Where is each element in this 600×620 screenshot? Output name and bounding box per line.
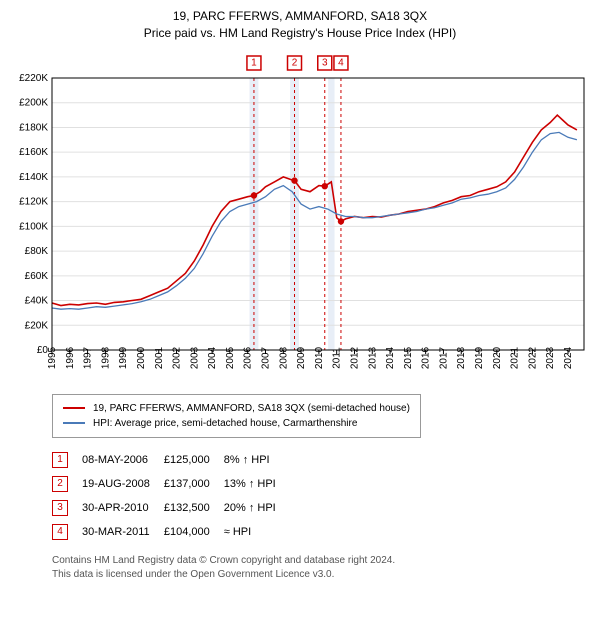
sale-band <box>328 78 334 350</box>
tx-price: £137,000 <box>164 472 224 496</box>
tx-delta: ≈ HPI <box>224 520 290 544</box>
tx-delta: 20% ↑ HPI <box>224 496 290 520</box>
table-row: 2 19-AUG-2008£137,00013% ↑ HPI <box>52 472 290 496</box>
y-tick-label: £220K <box>19 73 48 84</box>
title-line-2: Price paid vs. HM Land Registry's House … <box>8 25 592 42</box>
sale-marker-number: 3 <box>322 57 328 68</box>
tx-date: 30-MAR-2011 <box>82 520 164 544</box>
sale-marker-number: 2 <box>292 57 298 68</box>
tx-price: £104,000 <box>164 520 224 544</box>
footer-attribution: Contains HM Land Registry data © Crown c… <box>52 554 592 582</box>
y-tick-label: £200K <box>19 97 48 108</box>
price-chart: £0£20K£40K£60K£80K£100K£120K£140K£160K£1… <box>8 48 592 388</box>
legend-swatch <box>63 422 85 424</box>
sale-marker-number: 1 <box>251 57 257 68</box>
y-tick-label: £60K <box>25 270 49 281</box>
y-tick-label: £40K <box>25 295 49 306</box>
legend-item: HPI: Average price, semi-detached house,… <box>63 416 410 431</box>
legend-swatch <box>63 407 85 409</box>
y-tick-label: £80K <box>25 246 49 257</box>
footer-line-2: This data is licensed under the Open Gov… <box>52 568 592 582</box>
tx-date: 19-AUG-2008 <box>82 472 164 496</box>
legend-label: 19, PARC FFERWS, AMMANFORD, SA18 3QX (se… <box>93 401 410 416</box>
tx-date: 08-MAY-2006 <box>82 448 164 472</box>
y-tick-label: £20K <box>25 320 49 331</box>
title-line-1: 19, PARC FFERWS, AMMANFORD, SA18 3QX <box>8 8 592 25</box>
tx-marker: 3 <box>52 500 68 516</box>
y-tick-label: £180K <box>19 122 48 133</box>
sale-band <box>249 78 258 350</box>
tx-delta: 8% ↑ HPI <box>224 448 290 472</box>
sale-point <box>338 218 344 224</box>
chart-container: £0£20K£40K£60K£80K£100K£120K£140K£160K£1… <box>8 48 592 388</box>
legend: 19, PARC FFERWS, AMMANFORD, SA18 3QX (se… <box>52 394 421 438</box>
table-row: 3 30-APR-2010£132,50020% ↑ HPI <box>52 496 290 520</box>
sale-marker-number: 4 <box>338 57 344 68</box>
sale-band <box>290 78 299 350</box>
tx-marker: 4 <box>52 524 68 540</box>
sale-point <box>251 192 257 198</box>
y-tick-label: £160K <box>19 147 48 158</box>
tx-marker: 2 <box>52 476 68 492</box>
y-tick-label: £100K <box>19 221 48 232</box>
chart-title-block: 19, PARC FFERWS, AMMANFORD, SA18 3QX Pri… <box>8 8 592 42</box>
tx-price: £132,500 <box>164 496 224 520</box>
tx-marker: 1 <box>52 452 68 468</box>
sale-point <box>322 183 328 189</box>
legend-label: HPI: Average price, semi-detached house,… <box>93 416 357 431</box>
tx-marker-cell: 2 <box>52 472 82 496</box>
tx-marker-cell: 4 <box>52 520 82 544</box>
table-row: 4 30-MAR-2011£104,000≈ HPI <box>52 520 290 544</box>
y-tick-label: £140K <box>19 172 48 183</box>
table-row: 1 08-MAY-2006£125,0008% ↑ HPI <box>52 448 290 472</box>
footer-line-1: Contains HM Land Registry data © Crown c… <box>52 554 592 568</box>
legend-item: 19, PARC FFERWS, AMMANFORD, SA18 3QX (se… <box>63 401 410 416</box>
y-tick-label: £120K <box>19 196 48 207</box>
transactions-table: 1 08-MAY-2006£125,0008% ↑ HPI 2 19-AUG-2008… <box>52 448 290 544</box>
tx-date: 30-APR-2010 <box>82 496 164 520</box>
sale-point <box>291 177 297 183</box>
tx-delta: 13% ↑ HPI <box>224 472 290 496</box>
tx-price: £125,000 <box>164 448 224 472</box>
tx-marker-cell: 1 <box>52 448 82 472</box>
tx-marker-cell: 3 <box>52 496 82 520</box>
